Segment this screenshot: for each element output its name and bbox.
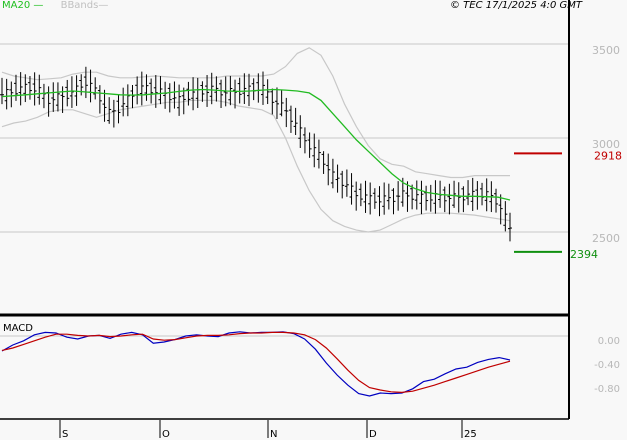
legend-ma20: MA20 — (2, 0, 44, 11)
svg-text:25: 25 (464, 429, 477, 440)
ma20-line (1, 88, 511, 201)
grid-lines (0, 43, 569, 337)
svg-text:N: N (270, 429, 277, 440)
ohlc-bars (0, 66, 512, 242)
copyright-timestamp: © TEC 17/1/2025 4:0 GMT (450, 0, 582, 11)
svg-text:D: D (369, 429, 377, 440)
svg-text:O: O (162, 429, 170, 440)
svg-text:-0.80: -0.80 (594, 384, 620, 395)
support-resistance-levels: 2918 2394 (514, 149, 622, 261)
legend: MA20 — BBands— (2, 0, 108, 12)
svg-text:-0.40: -0.40 (594, 360, 620, 371)
bollinger-bands (1, 47, 511, 233)
y-axis-labels: 3500 3000 2500 0.00 -0.40 -0.80 (592, 44, 620, 395)
svg-text:S: S (62, 429, 68, 440)
svg-text:2918: 2918 (594, 149, 622, 162)
chart-frame (0, 0, 570, 420)
svg-text:0.00: 0.00 (598, 336, 620, 347)
x-axis-labels: S O N D 25 (59, 420, 477, 440)
svg-text:3000: 3000 (592, 138, 620, 151)
svg-text:2500: 2500 (592, 232, 620, 245)
svg-text:2394: 2394 (570, 248, 598, 261)
macd-label: MACD (3, 323, 33, 334)
macd-panel (1, 331, 511, 397)
svg-text:3500: 3500 (592, 44, 620, 57)
legend-bbands: BBands— (60, 0, 109, 11)
